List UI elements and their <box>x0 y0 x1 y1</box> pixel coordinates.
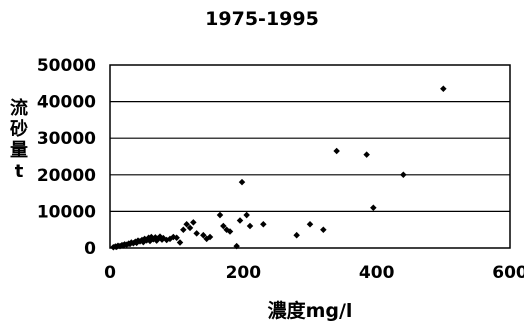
data-point <box>440 85 447 93</box>
data-point <box>246 222 254 230</box>
chart-title: 1975-1995 <box>205 8 319 30</box>
y-axis-label-char: 流 <box>10 98 28 119</box>
y-tick-label: 0 <box>84 239 96 259</box>
x-axis-label: 濃度mg/l <box>267 300 353 322</box>
data-point <box>363 151 370 158</box>
x-tick-labels: 0 200 400 600 <box>104 263 524 283</box>
y-axis-label: 流 砂 量 t <box>6 98 32 182</box>
data-point <box>238 178 246 186</box>
data-points <box>110 85 447 251</box>
data-point <box>226 228 234 235</box>
data-point <box>176 239 184 246</box>
data-point <box>370 204 377 211</box>
data-point <box>180 226 187 233</box>
x-tick-label: 200 <box>226 263 262 283</box>
y-tick-label: 40000 <box>37 93 96 113</box>
x-tick-label: 400 <box>359 263 395 283</box>
data-point <box>190 219 197 226</box>
data-point <box>236 217 244 224</box>
y-axis-label-char: 量 <box>10 140 28 161</box>
data-point <box>206 233 214 241</box>
data-point <box>233 242 240 250</box>
data-point <box>293 231 300 239</box>
data-point <box>320 226 327 233</box>
y-tick-label: 30000 <box>37 129 96 149</box>
data-point <box>200 231 207 239</box>
data-point <box>183 220 190 228</box>
plot-area <box>109 64 511 249</box>
y-axis-label-char: 砂 <box>10 119 28 140</box>
x-tick-label: 600 <box>492 263 524 283</box>
data-point <box>173 234 180 242</box>
y-axis-label-char: t <box>14 161 24 182</box>
data-point <box>186 224 194 232</box>
data-point <box>243 211 250 219</box>
data-point <box>306 220 314 228</box>
data-point <box>193 230 200 237</box>
data-point <box>333 147 340 155</box>
y-tick-label: 50000 <box>37 56 96 76</box>
gridlines <box>110 100 510 212</box>
y-tick-labels: 0 10000 20000 30000 40000 50000 <box>37 56 96 259</box>
data-point <box>260 220 267 228</box>
y-tick-label: 10000 <box>37 202 96 222</box>
data-point <box>216 211 224 219</box>
x-tick-label: 0 <box>104 263 116 283</box>
data-point <box>400 171 407 179</box>
y-tick-label: 20000 <box>37 166 96 186</box>
data-point <box>220 222 227 230</box>
